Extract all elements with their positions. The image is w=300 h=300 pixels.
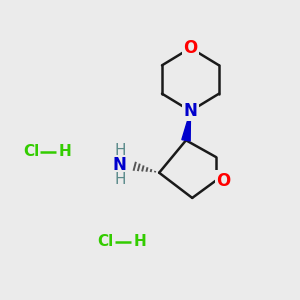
Text: Cl: Cl	[23, 144, 39, 159]
Text: H: H	[134, 234, 147, 249]
Text: H: H	[59, 144, 72, 159]
Text: O: O	[183, 39, 198, 57]
Polygon shape	[182, 111, 190, 141]
Text: H: H	[115, 172, 126, 187]
Text: O: O	[216, 172, 230, 190]
Text: H: H	[115, 143, 126, 158]
Text: N: N	[184, 102, 197, 120]
Text: Cl: Cl	[98, 234, 114, 249]
Text: N: N	[112, 156, 126, 174]
